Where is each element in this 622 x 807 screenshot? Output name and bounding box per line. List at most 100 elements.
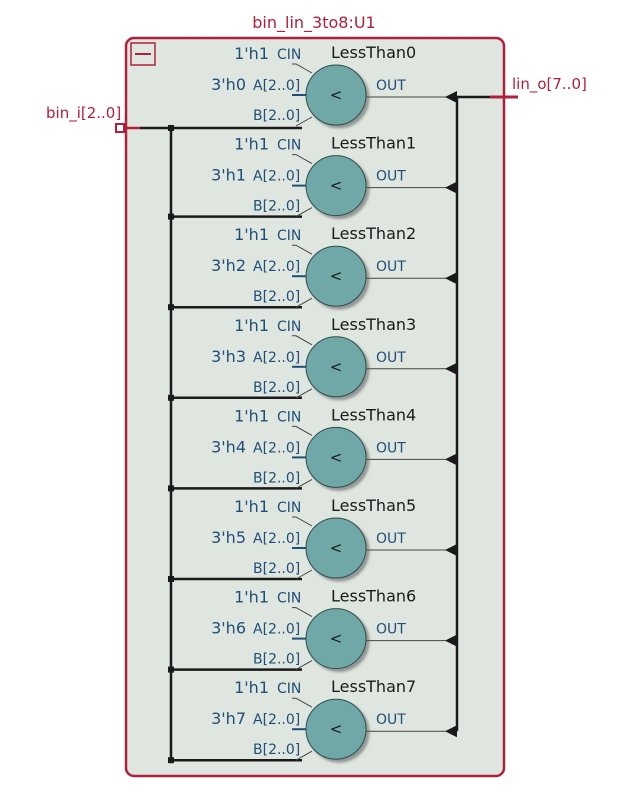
less-than-symbol: < [330, 267, 343, 285]
a-value: 3'h5 [211, 528, 246, 547]
bus-junction [168, 757, 174, 764]
a-label: A[2..0] [253, 531, 300, 547]
out-label: OUT [376, 350, 406, 366]
cin-pin [292, 63, 313, 74]
cin-pin [292, 335, 313, 346]
b-pin [295, 116, 313, 127]
cin-value: 1'h1 [234, 225, 269, 244]
cin-pin [292, 244, 313, 255]
cin-label: CIN [277, 591, 301, 607]
cin-pin [292, 697, 313, 708]
comparator-name: LessThan7 [331, 677, 416, 696]
out-arrow [445, 272, 457, 285]
b-pin [295, 569, 313, 580]
comparator-symbol[interactable] [305, 336, 367, 398]
input-port[interactable] [115, 123, 140, 133]
b-label: B[2..0] [253, 561, 300, 577]
wiring [140, 91, 490, 764]
comparator-5[interactable]: < LessThan5 1'h1 CIN 3'h5 A[2..0] B[2..0] OUT [211, 496, 416, 580]
collapse-button[interactable] [130, 42, 156, 66]
output-port-label: lin_o[7..0] [512, 75, 587, 94]
comparator-symbol[interactable] [305, 608, 367, 670]
bus-junction [168, 304, 174, 311]
b-pin [295, 207, 313, 218]
b-label: B[2..0] [253, 199, 300, 215]
cin-label: CIN [277, 228, 301, 244]
less-than-symbol: < [330, 86, 343, 104]
less-than-symbol: < [330, 448, 343, 466]
comparator-blocks: < LessThan0 1'h1 CIN 3'h0 A[2..0] B[2..0] OUT < L… [211, 43, 416, 761]
comparator-4[interactable]: < LessThan4 1'h1 CIN 3'h4 A[2..0] B[2..0] OUT [211, 405, 416, 489]
less-than-symbol: < [330, 539, 343, 557]
b-pin [295, 660, 313, 671]
less-than-symbol: < [330, 358, 343, 376]
comparator-0[interactable]: < LessThan0 1'h1 CIN 3'h0 A[2..0] B[2..0] OUT [211, 43, 416, 127]
module-title: bin_lin_3to8:U1 [252, 13, 375, 33]
b-pin [295, 750, 313, 761]
comparator-name: LessThan6 [331, 587, 416, 606]
b-label: B[2..0] [253, 652, 300, 668]
b-label: B[2..0] [253, 470, 300, 486]
cin-value: 1'h1 [234, 135, 269, 154]
out-label: OUT [376, 169, 406, 185]
comparator-symbol[interactable] [305, 64, 367, 126]
comparator-3[interactable]: < LessThan3 1'h1 CIN 3'h3 A[2..0] B[2..0] OUT [211, 315, 416, 399]
a-value: 3'h6 [211, 619, 246, 638]
cin-value: 1'h1 [234, 44, 269, 63]
out-arrow [445, 725, 457, 738]
comparator-1[interactable]: < LessThan1 1'h1 CIN 3'h1 A[2..0] B[2..0] OUT [211, 134, 416, 218]
cin-label: CIN [277, 500, 301, 516]
out-label: OUT [376, 78, 406, 94]
comparator-name: LessThan4 [331, 405, 416, 424]
comparator-name: LessThan1 [331, 134, 416, 153]
out-arrow [445, 362, 457, 375]
b-pin [295, 297, 313, 308]
a-value: 3'h0 [211, 75, 246, 94]
less-than-symbol: < [330, 720, 343, 738]
a-label: A[2..0] [253, 350, 300, 366]
cin-pin [292, 516, 313, 527]
comparator-symbol[interactable] [305, 698, 367, 760]
bus-junction [168, 485, 174, 492]
a-label: A[2..0] [253, 259, 300, 275]
out-arrow [445, 544, 457, 556]
a-label: A[2..0] [253, 78, 300, 94]
cin-value: 1'h1 [234, 588, 269, 607]
a-label: A[2..0] [253, 169, 300, 185]
out-label: OUT [376, 531, 406, 547]
out-label: OUT [376, 259, 406, 275]
comparator-7[interactable]: < LessThan7 1'h1 CIN 3'h7 A[2..0] B[2..0] OUT [211, 677, 416, 761]
a-label: A[2..0] [253, 622, 300, 638]
b-label: B[2..0] [253, 108, 300, 124]
cin-pin [292, 154, 313, 165]
comparator-name: LessThan2 [331, 224, 416, 243]
comparator-symbol[interactable] [305, 426, 367, 488]
cin-value: 1'h1 [234, 316, 269, 335]
comparator-name: LessThan0 [331, 43, 416, 62]
comparator-2[interactable]: < LessThan2 1'h1 CIN 3'h2 A[2..0] B[2..0] OUT [211, 224, 416, 308]
comparator-symbol[interactable] [305, 245, 367, 307]
module-frame[interactable] [124, 36, 506, 778]
comparator-name: LessThan3 [331, 315, 416, 334]
comparator-symbol[interactable] [305, 517, 367, 579]
cin-label: CIN [277, 681, 301, 697]
bus-junction [168, 125, 174, 131]
out-label: OUT [376, 712, 406, 728]
a-value: 3'h3 [211, 347, 246, 366]
cin-value: 1'h1 [234, 678, 269, 697]
out-arrow [445, 453, 457, 466]
cin-label: CIN [277, 319, 301, 335]
cin-pin [292, 425, 313, 436]
bus-junction [168, 394, 174, 401]
a-value: 3'h4 [211, 437, 246, 456]
a-value: 3'h1 [211, 166, 246, 185]
b-label: B[2..0] [253, 289, 300, 305]
comparator-symbol[interactable] [305, 155, 367, 217]
b-pin [295, 478, 313, 489]
bus-junction [168, 576, 174, 582]
a-label: A[2..0] [253, 712, 300, 728]
b-label: B[2..0] [253, 380, 300, 396]
b-pin [295, 388, 313, 399]
comparator-6[interactable]: < LessThan6 1'h1 CIN 3'h6 A[2..0] B[2..0] OUT [211, 587, 416, 671]
